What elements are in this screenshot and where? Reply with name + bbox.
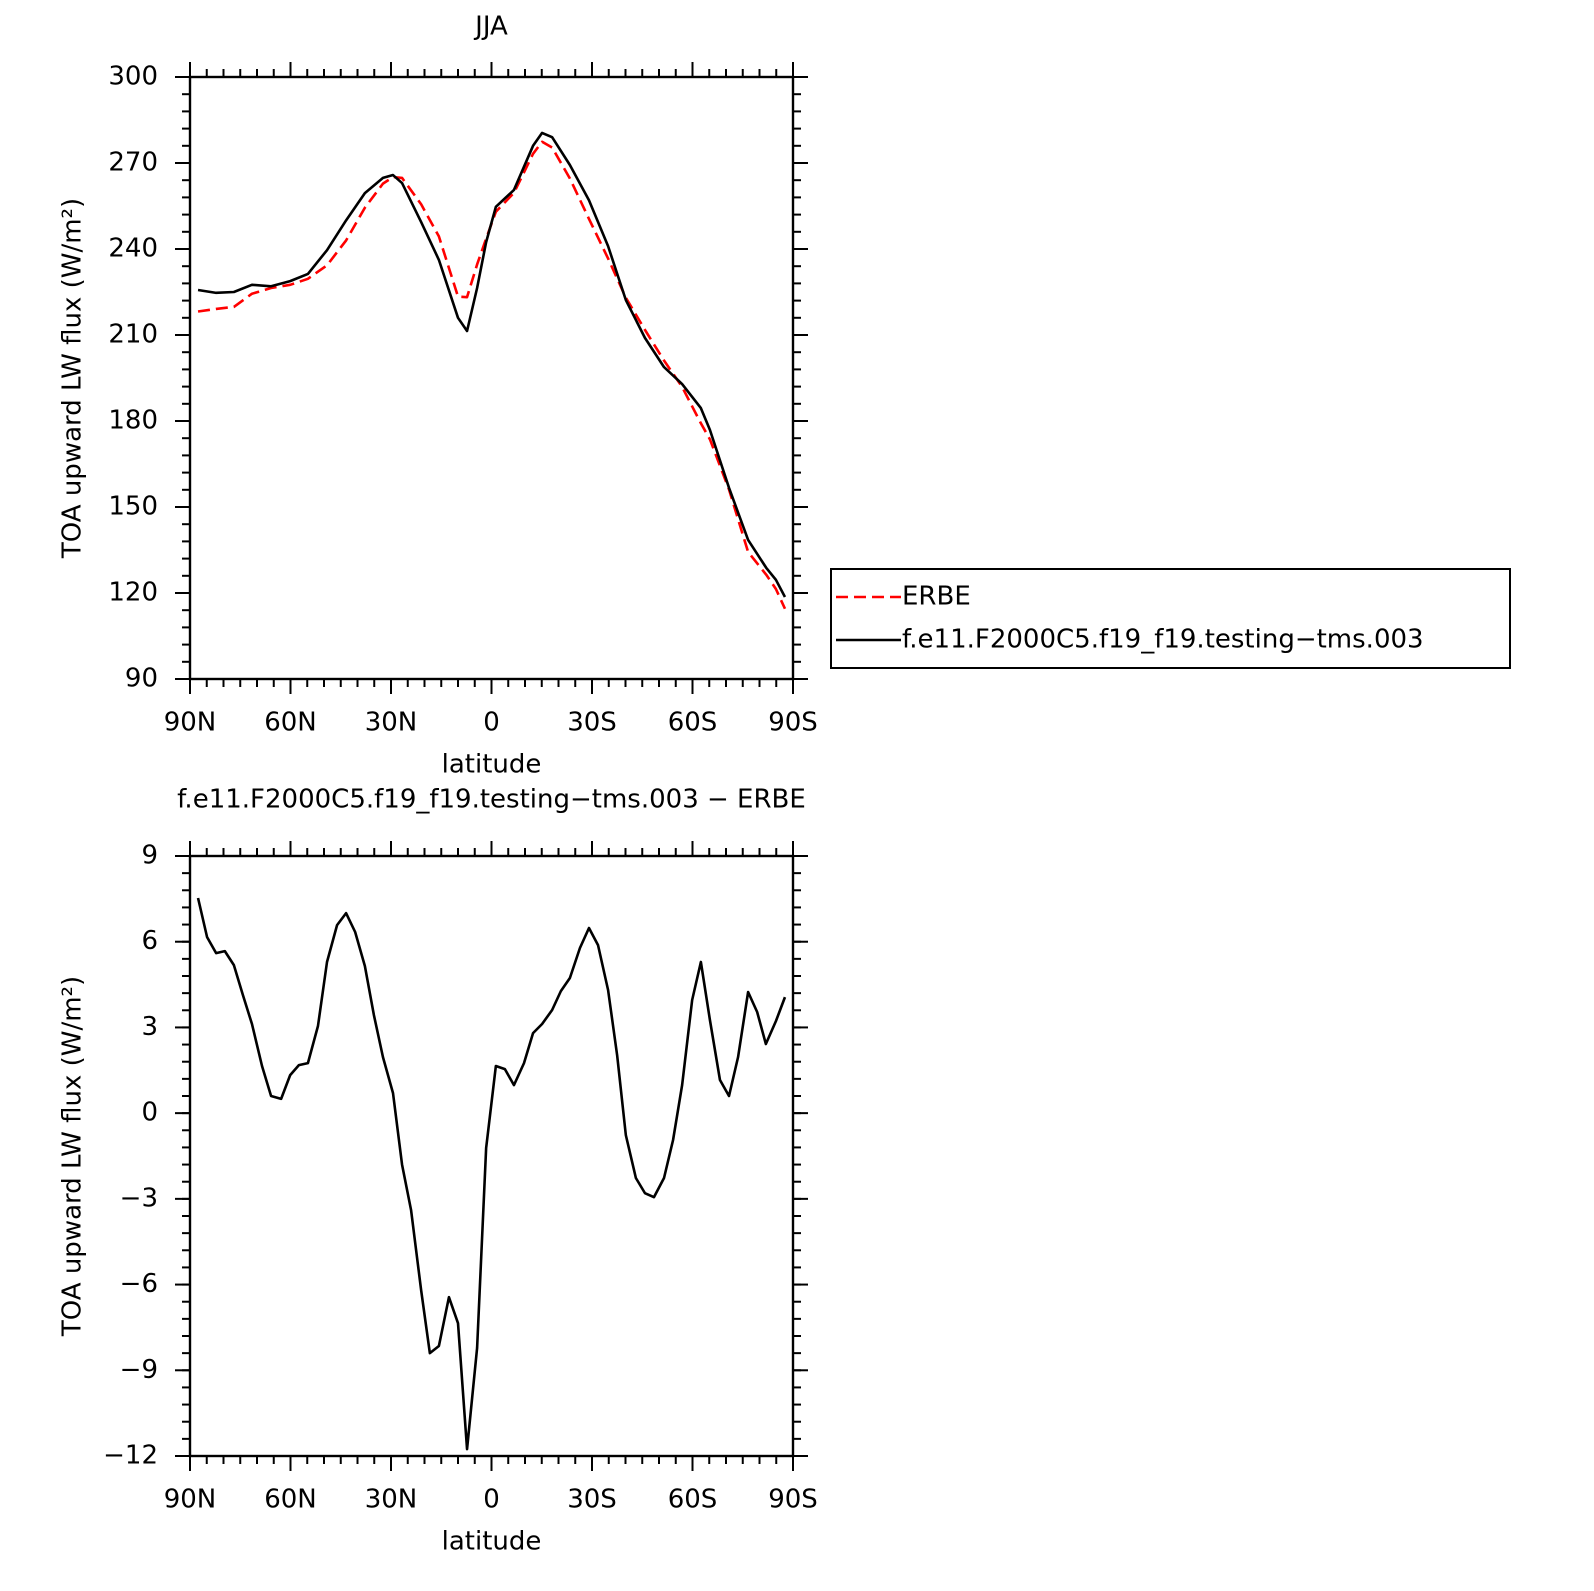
x-tick-label: 60N — [264, 1485, 317, 1515]
y-tick-label: 90 — [125, 664, 158, 694]
y-tick-label: 180 — [108, 406, 158, 436]
y-tick-label: 150 — [108, 492, 158, 522]
y-tick-label: 300 — [108, 62, 158, 92]
legend-label: ERBE — [902, 582, 971, 612]
y-tick-label: 120 — [108, 578, 158, 608]
legend-label: f.e11.F2000C5.f19_f19.testing−tms.003 — [902, 625, 1424, 655]
y-tick-label: −3 — [120, 1183, 158, 1213]
x-tick-label: 60N — [264, 708, 317, 738]
y-tick-label: 6 — [141, 926, 158, 956]
plot-frame — [188, 75, 795, 681]
y-tick-label: 9 — [141, 841, 158, 871]
y-tick-label: 210 — [108, 320, 158, 350]
x-tick-label: 0 — [483, 1485, 500, 1515]
x-tick-label: 30S — [567, 1485, 617, 1515]
x-tick-label: 30N — [365, 708, 418, 738]
y-tick-label: −12 — [103, 1441, 158, 1471]
y-axis-label: TOA upward LW flux (W/m²) — [58, 198, 88, 559]
chart-title: JJA — [473, 12, 508, 42]
x-tick-label: 30N — [365, 1485, 418, 1515]
legend-box — [830, 568, 1511, 669]
x-tick-label: 60S — [668, 1485, 718, 1515]
x-axis-label: latitude — [442, 1527, 542, 1557]
x-tick-label: 90S — [768, 1485, 818, 1515]
x-tick-label: 90N — [164, 708, 217, 738]
y-tick-label: −9 — [120, 1355, 158, 1385]
x-tick-label: 0 — [483, 708, 500, 738]
y-tick-label: 240 — [108, 234, 158, 264]
chart-title: f.e11.F2000C5.f19_f19.testing−tms.003 − … — [177, 785, 806, 815]
x-tick-label: 90N — [164, 1485, 217, 1515]
data-line — [197, 131, 787, 598]
data-line — [197, 140, 787, 610]
x-tick-label: 30S — [567, 708, 617, 738]
data-line — [196, 897, 787, 1451]
y-tick-label: 0 — [141, 1098, 158, 1128]
y-axis-label: TOA upward LW flux (W/m²) — [58, 976, 88, 1337]
plot-frame — [188, 854, 795, 1458]
x-tick-label: 90S — [768, 708, 818, 738]
y-tick-label: 270 — [108, 148, 158, 178]
y-tick-label: 3 — [141, 1012, 158, 1042]
x-tick-label: 60S — [668, 708, 718, 738]
x-axis-label: latitude — [442, 750, 542, 780]
y-tick-label: −6 — [120, 1269, 158, 1299]
